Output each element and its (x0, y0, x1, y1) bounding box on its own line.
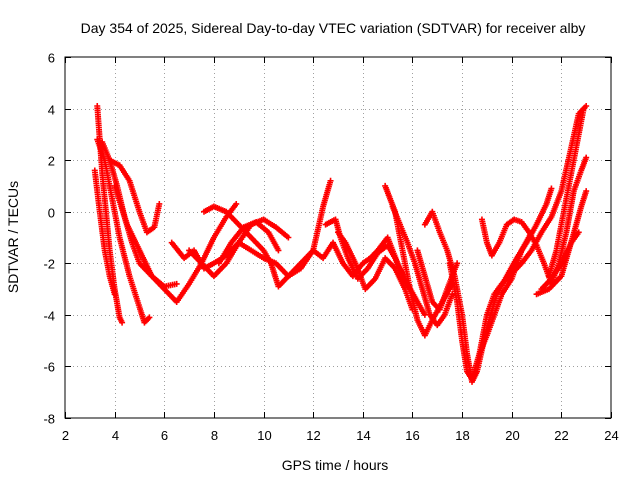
series-track-3 (94, 136, 153, 326)
y-tick-label: 4 (48, 103, 55, 118)
data-point-marker (327, 177, 334, 184)
y-tick-label: 2 (48, 154, 55, 169)
series-track-10 (215, 219, 282, 267)
x-tick-label: 16 (405, 428, 419, 443)
series-track-23 (538, 229, 582, 293)
data-point-marker (583, 154, 590, 161)
data-point-marker (285, 234, 292, 241)
plot-frame (64, 56, 612, 419)
series-track-5 (106, 157, 163, 236)
data-point-marker (575, 229, 582, 236)
data-point-marker (233, 200, 240, 207)
series-track-13 (335, 229, 416, 313)
x-tick-label: 4 (112, 428, 119, 443)
data-point-marker (275, 247, 282, 254)
x-tick-label: 20 (505, 428, 519, 443)
y-axis-label: SDTVAR / TECUs (5, 181, 21, 293)
y-tick-label: 0 (48, 206, 55, 221)
x-tick-label: 18 (455, 428, 469, 443)
x-tick-label: 22 (554, 428, 568, 443)
x-axis-label: GPS time / hours (282, 457, 389, 473)
data-points (91, 102, 590, 385)
series-track-18 (446, 102, 590, 383)
series-track-20 (478, 154, 590, 287)
data-point-marker (583, 188, 590, 195)
series-track-8 (200, 203, 317, 290)
x-tick-label: 6 (161, 428, 168, 443)
series-track-2 (91, 167, 118, 298)
data-point-marker (548, 185, 555, 192)
data-point-marker (173, 280, 180, 287)
series-track-22 (545, 105, 587, 280)
x-tick-label: 24 (604, 428, 618, 443)
x-tick-label: 10 (257, 428, 271, 443)
data-point-marker (156, 200, 163, 207)
series-track-15 (389, 203, 456, 329)
data-point-marker (111, 291, 118, 298)
x-tick-label: 2 (62, 428, 69, 443)
data-point-marker (119, 319, 126, 326)
data-point-marker (146, 314, 153, 321)
data-point-marker (580, 105, 587, 112)
x-tick-label: 8 (211, 428, 218, 443)
series-track-17 (421, 185, 555, 385)
y-tick-label: -4 (43, 309, 55, 324)
y-tick-label: 6 (48, 51, 55, 66)
x-tick-label: 12 (306, 428, 320, 443)
x-tick-label: 14 (356, 428, 370, 443)
y-tick-label: -6 (43, 360, 55, 375)
chart-title: Day 354 of 2025, Sidereal Day-to-day VTE… (81, 20, 586, 36)
data-point-marker (449, 291, 456, 298)
data-point-marker (454, 260, 461, 267)
y-tick-label: -8 (43, 412, 55, 427)
y-tick-label: -2 (43, 257, 55, 272)
